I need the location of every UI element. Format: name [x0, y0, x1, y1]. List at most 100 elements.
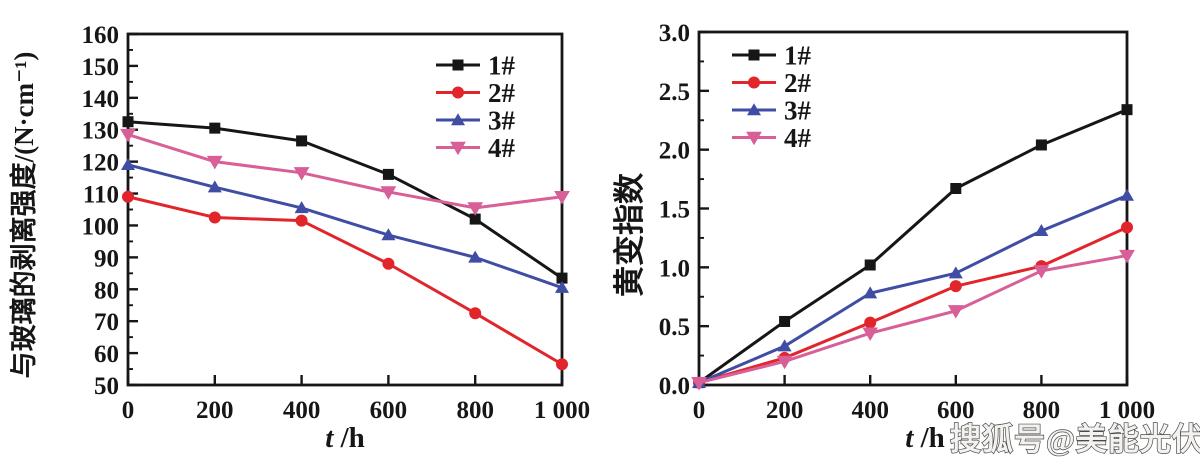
x-axis-title: t /h	[905, 422, 945, 454]
x-tick-label: 0	[693, 397, 706, 424]
legend-marker-1#	[748, 49, 760, 61]
data-point-3#-600	[381, 228, 396, 241]
y-tick-label: 2.0	[659, 138, 690, 165]
legend-item-1#: 1#	[732, 41, 812, 71]
data-point-4#-600	[380, 186, 397, 200]
data-point-1#-1000	[1121, 104, 1133, 116]
data-point-1#-800	[469, 213, 481, 225]
x-tick-label: 400	[851, 397, 889, 424]
x-tick-label: 600	[937, 397, 975, 424]
series-line-1#	[698, 108, 1128, 384]
peel-strength-chart: 50 60 70 80 90 100 110 120 130 140 150 160 0 200 400 60…	[8, 22, 590, 454]
y-tick-label: 140	[82, 86, 120, 113]
legend-label: 3#	[488, 106, 516, 136]
data-point-4#-800	[1033, 265, 1050, 279]
series-line-3#	[698, 194, 1128, 385]
data-point-1#-800	[1035, 139, 1047, 151]
legend-label: 2#	[784, 68, 812, 98]
y-tick-label: 110	[83, 182, 119, 209]
data-point-4#-800	[467, 202, 484, 216]
data-point-2#-400	[864, 316, 877, 329]
data-point-2#-0	[122, 190, 134, 203]
legend-item-3#: 3#	[732, 96, 812, 126]
series-line-2#	[127, 195, 563, 366]
x-tick-label: 0	[122, 397, 135, 424]
y-tick-label: 1.0	[659, 255, 690, 282]
legend-label: 1#	[488, 51, 516, 81]
series-line-4#	[698, 254, 1128, 385]
watermark-text: 搜狐号@美能光伏	[950, 422, 1200, 457]
legend-marker-3#	[451, 113, 465, 126]
legend-marker-2#	[748, 76, 760, 89]
legend-marker-1#	[452, 59, 464, 71]
series-line-1#	[127, 120, 563, 280]
data-point-1#-200	[779, 315, 791, 327]
data-point-2#-1000	[1121, 221, 1133, 234]
data-point-4#-400	[862, 327, 879, 342]
data-point-4#-0	[120, 128, 136, 143]
series-line-3#	[127, 163, 563, 290]
y-tick-label: 160	[82, 22, 120, 49]
legend-item-2#: 2#	[436, 78, 516, 108]
yellowing-index-chart: 0.0 0.5 1.0 1.5 2.0 2.5 3.0 0 200 400 600 800 1 000 黄…	[612, 20, 1155, 454]
series-line-2#	[698, 225, 1128, 385]
data-point-3#-800	[1034, 224, 1049, 237]
y-tick-label: 1.5	[659, 197, 690, 224]
x-tick-label: 600	[370, 397, 408, 424]
data-point-1#-400	[864, 259, 876, 271]
y-tick-label: 0.5	[659, 314, 690, 341]
data-point-1#-1000	[556, 272, 568, 284]
data-point-4#-1000	[1119, 249, 1135, 264]
x-tick-label: 1 000	[1099, 397, 1155, 424]
data-point-2#-600	[382, 257, 395, 270]
data-point-1#-600	[382, 168, 394, 180]
x-tick-label: 200	[766, 397, 804, 424]
data-point-3#-800	[468, 250, 483, 263]
data-point-3#-0	[121, 158, 135, 171]
y-tick-label: 0.0	[659, 373, 690, 400]
x-tick-label: 200	[196, 397, 234, 424]
data-point-4#-1000	[554, 191, 570, 205]
data-point-4#-200	[206, 155, 223, 170]
data-point-1#-200	[209, 122, 221, 134]
data-point-4#-600	[947, 305, 964, 319]
y-axis-title: 黄变指数	[612, 173, 647, 297]
data-point-3#-200	[207, 180, 222, 193]
legend-item-4#: 4#	[436, 133, 516, 163]
plot-border	[697, 30, 1129, 387]
y-tick-label: 50	[94, 373, 119, 400]
y-tick-label: 80	[94, 277, 119, 304]
y-tick-label: 130	[82, 118, 120, 145]
data-point-4#-400	[293, 167, 310, 181]
legend-marker-3#	[747, 103, 761, 116]
data-point-2#-800	[469, 307, 482, 320]
data-point-3#-200	[777, 339, 792, 352]
legend-item-2#: 2#	[732, 68, 812, 98]
data-point-4#-0	[691, 376, 707, 391]
data-point-2#-200	[208, 211, 221, 224]
y-tick-label: 70	[94, 309, 119, 336]
x-tick-label: 800	[1023, 397, 1061, 424]
y-tick-label: 3.0	[659, 20, 690, 47]
data-point-3#-1000	[1120, 188, 1134, 201]
legend-item-3#: 3#	[436, 106, 516, 136]
x-tick-label: 800	[456, 397, 494, 424]
y-tick-label: 90	[94, 245, 119, 272]
legend-item-1#: 1#	[436, 51, 516, 81]
data-point-2#-1000	[556, 358, 568, 371]
legend-item-4#: 4#	[732, 123, 812, 153]
legend-label: 4#	[784, 123, 812, 153]
data-point-4#-200	[776, 355, 793, 370]
y-tick-label: 2.5	[659, 79, 690, 106]
x-tick-label: 1 000	[534, 397, 590, 424]
data-point-1#-600	[950, 182, 962, 194]
legend-marker-2#	[452, 86, 464, 99]
x-axis-title: t /h	[325, 422, 365, 454]
legend-marker-4#	[746, 131, 762, 146]
y-tick-label: 120	[82, 150, 120, 177]
data-point-3#-1000	[555, 280, 569, 293]
data-point-3#-600	[948, 266, 963, 279]
series-line-4#	[127, 133, 563, 210]
x-tick-label: 400	[283, 397, 321, 424]
